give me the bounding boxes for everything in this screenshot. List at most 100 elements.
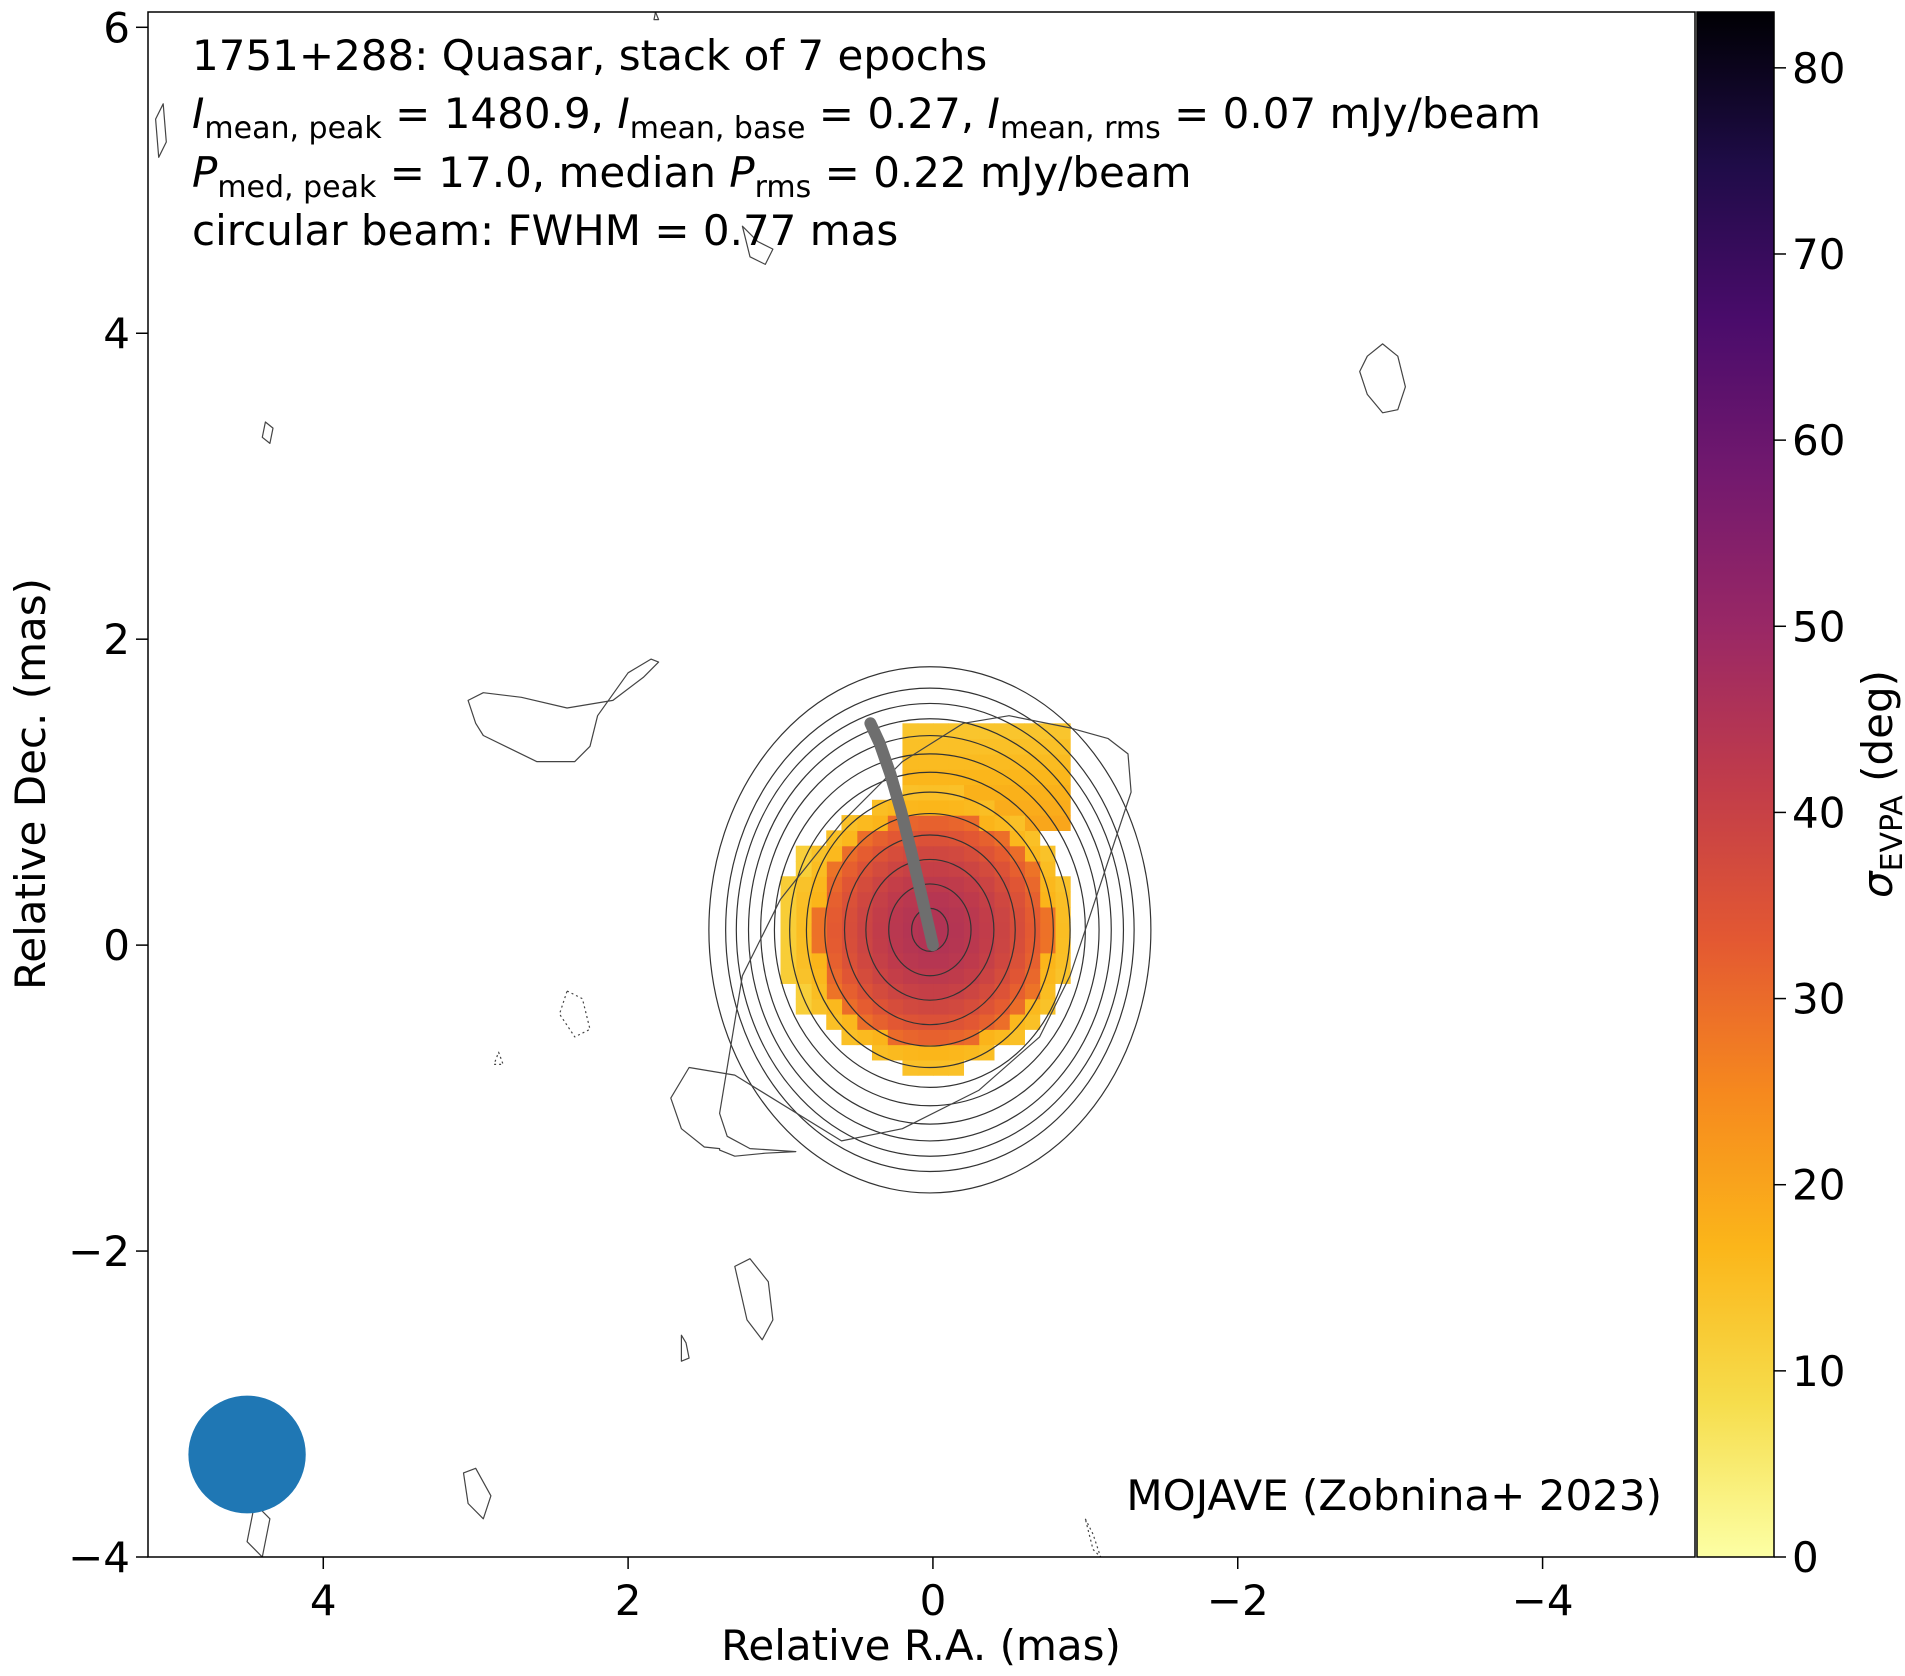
sigma-pixel	[856, 1029, 873, 1046]
sigma-pixel	[978, 891, 995, 908]
core-contour	[824, 812, 1036, 1047]
sigma-pixel	[917, 799, 934, 816]
sigma-pixel	[917, 952, 934, 969]
noise-contour	[155, 103, 167, 158]
colorbar-ticks: 0 10 20 30 40 50 60 70 80	[1774, 44, 1845, 1582]
x-tick-label: 0	[920, 1576, 947, 1625]
sigma-pixel	[902, 952, 919, 969]
plot-frame	[147, 11, 1696, 1558]
sigma-pixel	[978, 1029, 995, 1046]
sigma-pixel	[887, 891, 904, 908]
sigma-pixel	[1024, 799, 1041, 816]
sigma-pixel	[993, 784, 1010, 801]
x-tick-label: −4	[1512, 1576, 1574, 1625]
sigma-pixel	[902, 723, 919, 740]
sigma-pixel	[1039, 891, 1056, 908]
sigma-pixel	[871, 906, 888, 923]
sigma-pixel	[1039, 815, 1056, 831]
sigma-pixel	[856, 998, 873, 1015]
sigma-pixel	[978, 998, 995, 1015]
sigma-pixel	[948, 753, 965, 770]
sigma-pixel	[932, 983, 949, 1000]
sigma-pixel	[1024, 723, 1041, 740]
sigma-pixel	[948, 723, 965, 740]
noise-contour	[1359, 343, 1407, 414]
sigma-pixel	[978, 952, 995, 969]
sigma-pixel	[780, 891, 797, 908]
sigma-pixel	[932, 845, 949, 862]
sigma-pixel	[1009, 891, 1025, 908]
sigma-pixel	[780, 952, 797, 969]
sigma-pixel	[1009, 799, 1025, 816]
sigma-pixel	[917, 1029, 934, 1046]
sigma-pixel	[993, 815, 1010, 831]
sigma-pixel	[795, 937, 812, 954]
sigma-pixel	[978, 876, 995, 893]
sigma-pixel	[963, 1044, 980, 1061]
sigma-pixel	[993, 906, 1010, 923]
sigma-pixel	[1039, 922, 1056, 939]
sigma-pixel	[1054, 815, 1071, 831]
sigma-pixel	[795, 968, 812, 984]
sigma-pixel	[948, 983, 965, 1000]
sigma-pixel	[902, 891, 919, 908]
sigma-pixel	[1054, 937, 1071, 954]
sigma-pixel	[917, 723, 934, 740]
sigma-pixel	[963, 845, 980, 862]
sigma-pixel	[1024, 860, 1041, 877]
sigma-pixel	[993, 860, 1010, 877]
sigma-pixel	[841, 815, 858, 831]
sigma-pixel	[1054, 753, 1071, 770]
sigma-pixel	[1039, 860, 1056, 877]
sigma-pixel	[1024, 753, 1041, 770]
sigma-pixel	[963, 799, 980, 816]
sigma-pixel	[856, 845, 873, 862]
sigma-pixel	[1054, 784, 1071, 801]
colorbar-label: σEVPA (deg)	[1853, 670, 1905, 898]
credit-label: MOJAVE (Zobnina+ 2023)	[1126, 1471, 1662, 1520]
sigma-pixel	[963, 937, 980, 954]
sigma-pixel	[978, 830, 995, 847]
x-tick-label: 4	[310, 1576, 337, 1625]
sigma-pixel	[902, 753, 919, 770]
sigma-pixel	[917, 815, 934, 831]
colorbar-tick-label: 60	[1792, 416, 1845, 465]
sigma-pixel	[948, 937, 965, 954]
sigma-pixel	[871, 799, 888, 816]
sigma-pixel	[1024, 891, 1041, 908]
sigma-pixel	[887, 922, 904, 939]
core-contour	[760, 734, 1100, 1125]
core-contour	[843, 834, 1016, 1026]
sigma-pixel	[1054, 876, 1071, 893]
sigma-pixel	[1024, 906, 1041, 923]
sigma-pixel	[932, 860, 949, 877]
sigma-pixel	[993, 723, 1010, 740]
sigma-pixel	[948, 891, 965, 908]
sigma-pixel	[1054, 968, 1071, 984]
sigma-pixel	[932, 753, 949, 770]
sigma-pixel	[780, 937, 797, 954]
sigma-pixel	[932, 876, 949, 893]
sigma-pixel	[902, 1044, 919, 1061]
sigma-pixel	[841, 983, 858, 1000]
sigma-pixel	[902, 922, 919, 939]
sigma-pixel	[1039, 983, 1056, 1000]
y-tick-label: 2	[103, 615, 130, 664]
header-annotation: 1751+288: Quasar, stack of 7 epochs Imea…	[192, 31, 1541, 255]
sigma-pixel	[993, 830, 1010, 847]
sigma-pixel	[963, 723, 980, 740]
sigma-pixel	[978, 937, 995, 954]
y-tick-label: −2	[68, 1227, 130, 1276]
y-tick-label: 0	[103, 921, 130, 970]
sigma-pixel	[780, 922, 797, 939]
sigma-pixel	[948, 784, 965, 801]
sigma-pixel	[856, 968, 873, 984]
jet-ridge	[864, 717, 939, 952]
sigma-pixel	[1009, 968, 1025, 984]
sigma-pixel	[841, 1029, 858, 1046]
colorbar-tick-label: 20	[1792, 1161, 1845, 1210]
sigma-pixel	[1024, 738, 1041, 755]
sigma-pixel	[1009, 937, 1025, 954]
sigma-pixel	[826, 937, 843, 954]
outer-contour	[670, 715, 1132, 1157]
